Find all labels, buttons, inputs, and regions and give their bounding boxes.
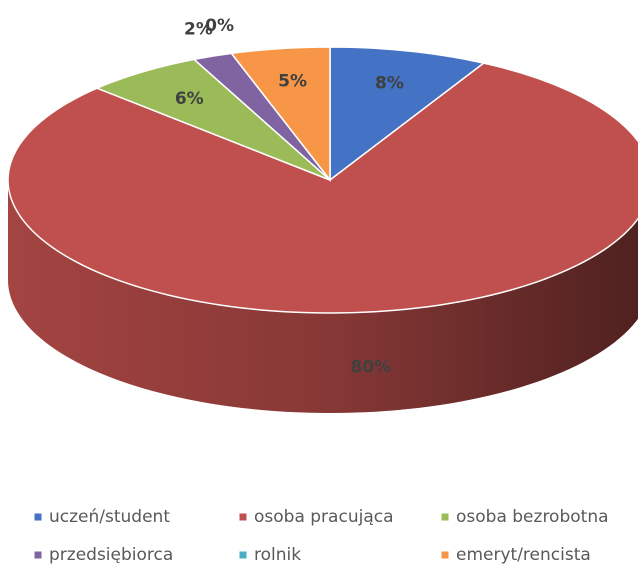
legend-label: emeryt/rencista: [456, 545, 591, 565]
data-label: 0%: [205, 16, 234, 36]
data-labels: 8% 80% 6% 2%0% 5%: [175, 16, 404, 378]
data-label: 2%: [184, 19, 213, 39]
data-label: 80%: [351, 358, 392, 378]
data-label: 8%: [375, 73, 404, 93]
legend-label: osoba pracująca: [254, 507, 394, 527]
legend-marker: [441, 551, 449, 559]
legend-marker: [441, 513, 449, 521]
legend-label: rolnik: [254, 545, 301, 565]
legend-label: przedsiębiorca: [49, 545, 173, 565]
legend-label: uczeń/student: [49, 507, 170, 527]
legend-marker: [34, 513, 42, 521]
pie-sides: [8, 180, 638, 413]
data-label: 5%: [278, 71, 307, 91]
legend-marker: [239, 513, 247, 521]
legend-marker: [239, 551, 247, 559]
pie-slice: [230, 46, 331, 183]
legend-label: osoba bezrobotna: [456, 507, 609, 527]
data-label: 6%: [175, 89, 204, 109]
pie-slice: [7, 62, 638, 314]
legend: uczeń/student osoba pracująca osoba bezrob…: [34, 507, 609, 565]
pie-slice: [95, 58, 331, 181]
legend-marker: [34, 551, 42, 559]
pie-top: [7, 46, 638, 314]
pie-side-shade: [8, 180, 638, 413]
pie-slice: [329, 46, 486, 182]
